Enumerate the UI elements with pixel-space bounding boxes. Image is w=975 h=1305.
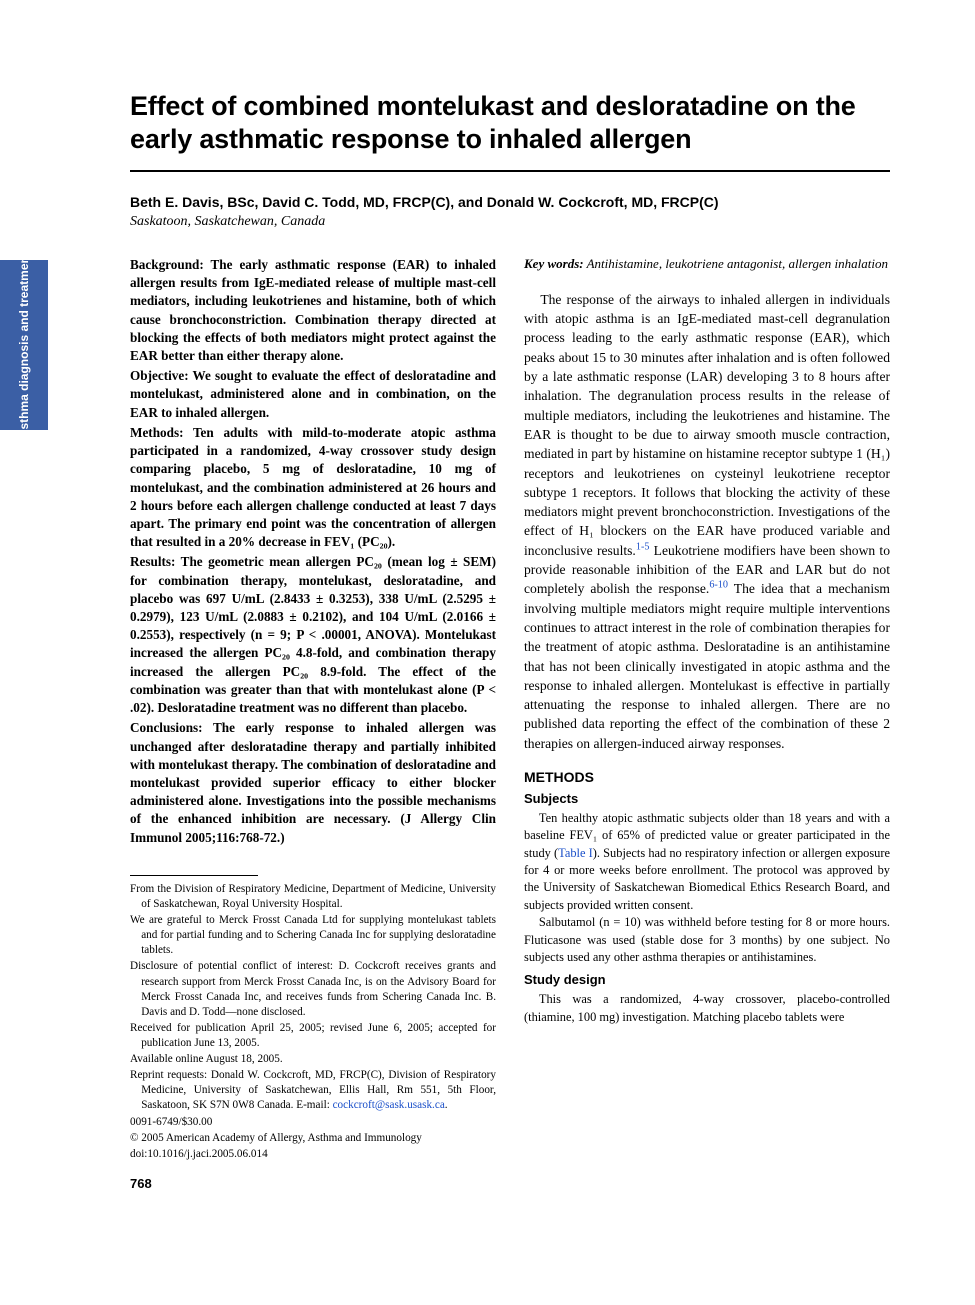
study-design-section: This was a randomized, 4-way crossover, … [524,991,890,1026]
design-para-1: This was a randomized, 4-way crossover, … [524,991,890,1026]
keywords-label: Key words: [524,256,584,271]
section-tab: Asthma diagnosis and treatment [0,260,48,430]
methods-heading: METHODS [524,769,890,785]
abstract-conclusions: Conclusions: The early response to inhal… [130,719,496,847]
footnote-coi: Disclosure of potential conflict of inte… [130,959,496,1019]
footnote-online: Available online August 18, 2005. [130,1052,496,1067]
affiliation: Saskatoon, Saskatchewan, Canada [130,214,890,230]
footnote-dates: Received for publication April 25, 2005;… [130,1021,496,1051]
intro-paragraph: The response of the airways to inhaled a… [524,290,890,753]
authors: Beth E. Davis, BSc, David C. Todd, MD, F… [130,194,890,210]
page-number: 768 [130,1176,496,1191]
journal-page: Asthma diagnosis and treatment Effect of… [0,0,975,1305]
footnote-ack: We are grateful to Merck Frosst Canada L… [130,913,496,958]
keywords-text: Antihistamine, leukotriene antagonist, a… [587,256,888,271]
table-1-ref[interactable]: Table I [558,846,593,860]
title-rule [130,170,890,172]
footnote-reprint: Reprint requests: Donald W. Cockcroft, M… [130,1068,496,1113]
intro-text-c: The idea that a mechanism involving mult… [524,581,890,750]
abstract-methods: Methods: Ten adults with mild-to-moderat… [130,424,496,552]
abstract-results: Results: The geometric mean allergen PC₂… [130,553,496,717]
footnote-price: 0091-6749/$30.00 [130,1115,496,1130]
article-title: Effect of combined montelukast and deslo… [130,90,890,156]
right-column: Key words: Antihistamine, leukotriene an… [524,256,890,1191]
footnote-doi: doi:10.1016/j.jaci.2005.06.014 [130,1147,496,1162]
subjects-section: Ten healthy atopic asthmatic subjects ol… [524,810,890,966]
citation-1-5[interactable]: 1-5 [636,541,650,552]
abstract-objective: Objective: We sought to evaluate the eff… [130,367,496,422]
abstract-background: Background: The early asthmatic response… [130,256,496,365]
footnotes-block: From the Division of Respiratory Medicin… [130,882,496,1162]
subjects-para-1: Ten healthy atopic asthmatic subjects ol… [524,810,890,914]
abstract-block: Background: The early asthmatic response… [130,256,496,847]
section-tab-label: Asthma diagnosis and treatment [17,252,31,438]
left-column: Background: The early asthmatic response… [130,256,496,1191]
two-column-layout: Background: The early asthmatic response… [130,256,890,1191]
intro-prose: The response of the airways to inhaled a… [524,290,890,753]
footnote-copyright: © 2005 American Academy of Allergy, Asth… [130,1131,496,1146]
keywords-line: Key words: Antihistamine, leukotriene an… [524,256,890,272]
citation-6-10[interactable]: 6-10 [709,580,728,591]
footnote-reprint-end: . [445,1099,448,1111]
footnote-separator [130,875,258,876]
study-design-heading: Study design [524,972,890,987]
subjects-heading: Subjects [524,791,890,806]
reprint-email[interactable]: cockcroft@sask.usask.ca [333,1099,445,1111]
footnote-affil: From the Division of Respiratory Medicin… [130,882,496,912]
subjects-para-2: Salbutamol (n = 10) was withheld before … [524,914,890,966]
intro-text-a: The response of the airways to inhaled a… [524,292,890,558]
